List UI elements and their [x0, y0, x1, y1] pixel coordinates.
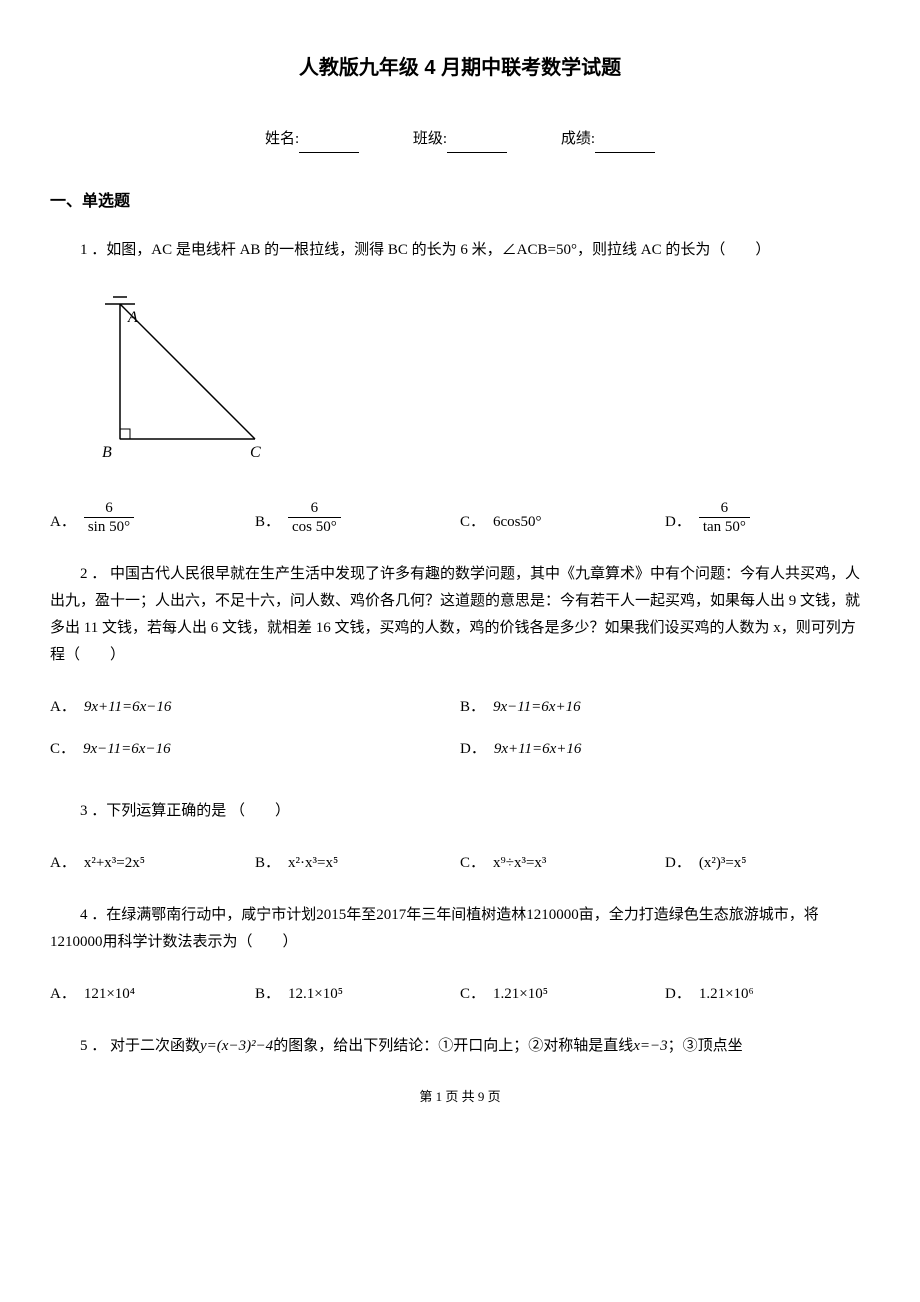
q5-expr-3: x=−3: [633, 1038, 667, 1054]
denominator: cos 50°: [288, 518, 341, 536]
section-1-heading: 一、单选题: [50, 188, 870, 217]
option-label: C．: [460, 509, 485, 536]
svg-text:C: C: [250, 444, 261, 461]
header-fields: 姓名: 班级: 成绩:: [50, 126, 870, 153]
option-label: D．: [460, 736, 486, 763]
q3-option-a: A． x²+x³=2x⁵: [50, 850, 255, 877]
option-label: C．: [460, 981, 485, 1008]
q2-option-a: A． 9x+11=6x−16: [50, 694, 460, 721]
q4-option-a: A． 121×10⁴: [50, 981, 255, 1008]
question-4-options: A． 121×10⁴ B． 12.1×10⁵ C． 1.21×10⁵ D． 1.…: [50, 981, 870, 1008]
exam-title: 人教版九年级 4 月期中联考数学试题: [50, 50, 870, 86]
q3-option-b: B． x²·x³=x⁵: [255, 850, 460, 877]
page-footer: 第 1 页 共 9 页: [50, 1085, 870, 1108]
fraction: 6 sin 50°: [84, 499, 134, 536]
class-field: 班级:: [413, 126, 507, 153]
score-label: 成绩:: [561, 131, 595, 147]
option-label: D．: [665, 509, 691, 536]
option-text: 121×10⁴: [84, 981, 135, 1008]
name-label: 姓名:: [265, 131, 299, 147]
q2-option-c: C． 9x−11=6x−16: [50, 736, 460, 763]
question-2: 2 ． 中国古代人民很早就在生产生活中发现了许多有趣的数学问题，其中《九章算术》…: [50, 561, 870, 669]
option-label: A．: [50, 694, 76, 721]
fraction: 6 tan 50°: [699, 499, 750, 536]
q1-option-d: D． 6 tan 50°: [665, 499, 870, 536]
option-label: A．: [50, 509, 76, 536]
q4-text-6: 亩，全力打造绿色生态旅游城市，将: [579, 907, 819, 923]
q1-option-c: C． 6cos50°: [460, 509, 665, 536]
question-2-options: A． 9x+11=6x−16 B． 9x−11=6x+16 C． 9x−11=6…: [50, 694, 870, 778]
option-text: 6cos50°: [493, 509, 542, 536]
option-label: D．: [665, 981, 691, 1008]
numerator: 6: [699, 499, 750, 518]
option-text: 9x−11=6x−16: [83, 736, 171, 763]
denominator: sin 50°: [84, 518, 134, 536]
q4-text-8: 用科学计数法表示为（ ）: [103, 934, 298, 950]
q4-val-7: 1210000: [50, 934, 103, 950]
option-label: B．: [255, 509, 280, 536]
svg-text:B: B: [102, 444, 112, 461]
q4-val-1: 2015: [316, 907, 346, 923]
option-text: 1.21×10⁶: [699, 981, 754, 1008]
name-blank: [299, 152, 359, 153]
q5-text-0: 5 ． 对于二次函数: [80, 1038, 200, 1054]
option-text: (x²)³=x⁵: [699, 850, 747, 877]
question-1-options: A． 6 sin 50° B． 6 cos 50° C． 6cos50° D． …: [50, 499, 870, 536]
class-label: 班级:: [413, 131, 447, 147]
q1-option-b: B． 6 cos 50°: [255, 499, 460, 536]
option-text: x²+x³=2x⁵: [84, 850, 145, 877]
option-label: C．: [460, 850, 485, 877]
question-3-options: A． x²+x³=2x⁵ B． x²·x³=x⁵ C． x⁹÷x³=x³ D． …: [50, 850, 870, 877]
q3-option-c: C． x⁹÷x³=x³: [460, 850, 665, 877]
score-field: 成绩:: [561, 126, 655, 153]
q5-text-2: 的图象，给出下列结论：①开口向上；②对称轴是直线: [273, 1038, 633, 1054]
q4-option-d: D． 1.21×10⁶: [665, 981, 870, 1008]
option-label: B．: [460, 694, 485, 721]
option-text: x⁹÷x³=x³: [493, 850, 546, 877]
q4-option-b: B． 12.1×10⁵: [255, 981, 460, 1008]
numerator: 6: [84, 499, 134, 518]
question-1: 1 ．如图，AC 是电线杆 AB 的一根拉线，测得 BC 的长为 6 米，∠AC…: [50, 237, 870, 264]
q4-text-4: 年三年间植树造林: [406, 907, 526, 923]
option-text: 9x−11=6x+16: [493, 694, 581, 721]
option-label: B．: [255, 981, 280, 1008]
question-1-diagram: A B C: [80, 289, 870, 479]
q5-text-4: ；③顶点坐: [668, 1038, 743, 1054]
option-text: 9x+11=6x−16: [84, 694, 172, 721]
question-3: 3 ．下列运算正确的是 （ ）: [50, 798, 870, 825]
q4-option-c: C． 1.21×10⁵: [460, 981, 665, 1008]
q2-option-b: B． 9x−11=6x+16: [460, 694, 870, 721]
option-label: C．: [50, 736, 75, 763]
q4-val-3: 2017: [376, 907, 406, 923]
numerator: 6: [288, 499, 341, 518]
q2-option-d: D． 9x+11=6x+16: [460, 736, 870, 763]
svg-text:A: A: [127, 309, 138, 326]
option-text: 12.1×10⁵: [288, 981, 343, 1008]
q4-val-5: 1210000: [526, 907, 579, 923]
option-text: 1.21×10⁵: [493, 981, 548, 1008]
question-5: 5 ． 对于二次函数y=(x−3)²−4的图象，给出下列结论：①开口向上；②对称…: [50, 1033, 870, 1060]
option-text: x²·x³=x⁵: [288, 850, 338, 877]
fraction: 6 cos 50°: [288, 499, 341, 536]
option-label: A．: [50, 981, 76, 1008]
option-label: D．: [665, 850, 691, 877]
denominator: tan 50°: [699, 518, 750, 536]
q5-expr-1: y=(x−3)²−4: [200, 1038, 273, 1054]
name-field: 姓名:: [265, 126, 359, 153]
option-label: A．: [50, 850, 76, 877]
q3-option-d: D． (x²)³=x⁵: [665, 850, 870, 877]
q4-text-0: 4 ．在绿满鄂南行动中，咸宁市计划: [80, 907, 316, 923]
option-label: B．: [255, 850, 280, 877]
q4-text-2: 年至: [346, 907, 376, 923]
score-blank: [595, 152, 655, 153]
option-text: 9x+11=6x+16: [494, 736, 582, 763]
question-4: 4 ．在绿满鄂南行动中，咸宁市计划2015年至2017年三年间植树造林12100…: [50, 902, 870, 956]
q1-option-a: A． 6 sin 50°: [50, 499, 255, 536]
class-blank: [447, 152, 507, 153]
triangle-diagram: A B C: [80, 289, 280, 469]
